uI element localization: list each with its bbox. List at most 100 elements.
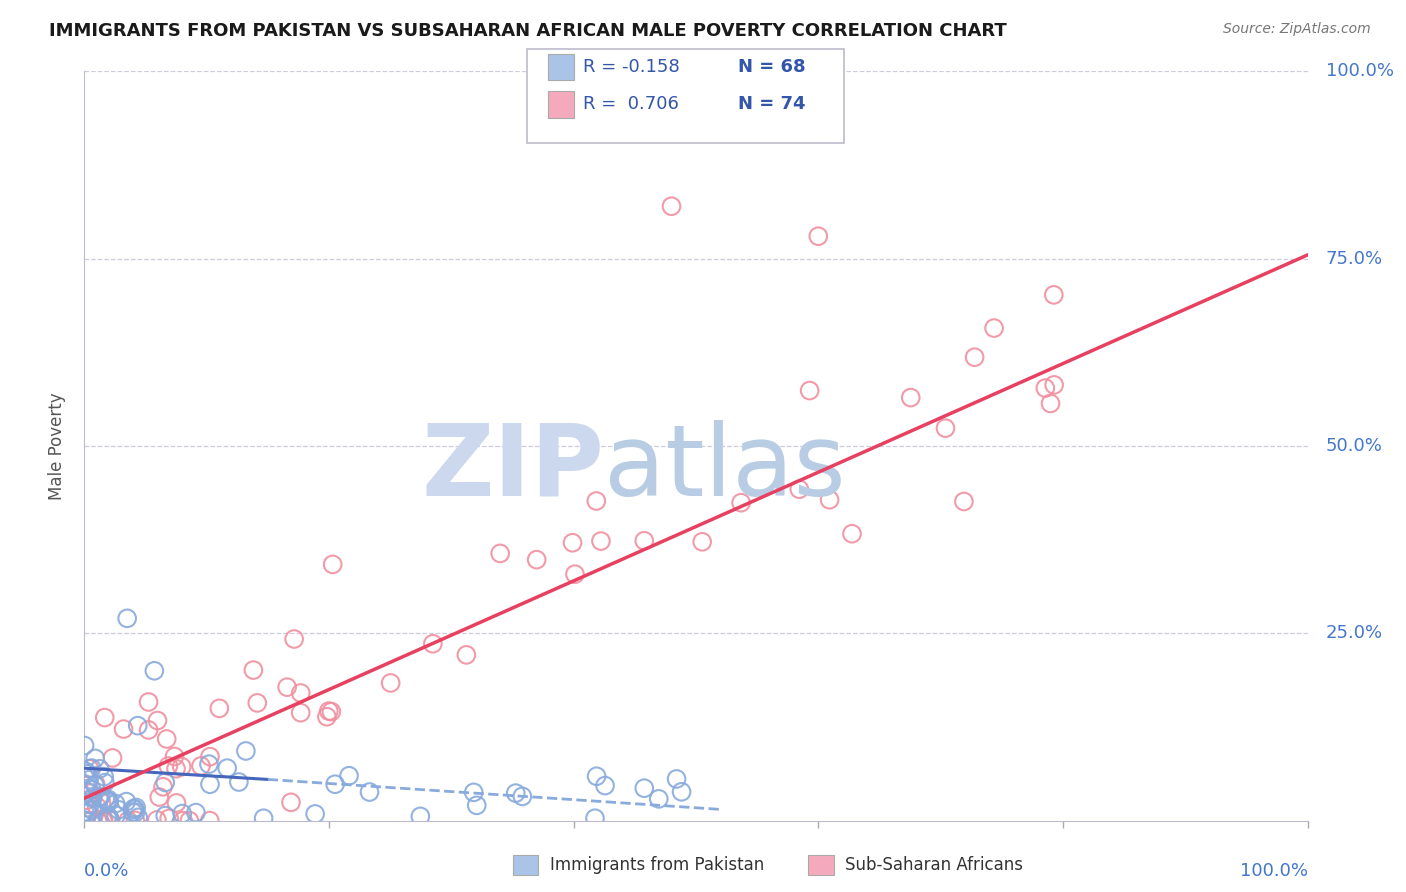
Point [315, 710, 337, 724]
Point [76, 767, 98, 781]
Text: IMMIGRANTS FROM PAKISTAN VS SUBSAHARAN AFRICAN MALE POVERTY CORRELATION CHART: IMMIGRANTS FROM PAKISTAN VS SUBSAHARAN A… [49, 22, 1007, 40]
Point [166, 796, 188, 810]
Point [163, 749, 186, 764]
Point [86, 799, 108, 814]
Point [93, 814, 115, 828]
Point [290, 706, 312, 720]
Point [593, 779, 616, 793]
Point [585, 769, 607, 783]
Point [665, 772, 688, 786]
Point [463, 785, 485, 799]
Point [76, 800, 98, 814]
Point [953, 494, 976, 508]
Point [75, 764, 97, 779]
Point [77, 772, 100, 787]
Point [283, 632, 305, 646]
Point [73, 805, 96, 819]
Point [561, 535, 583, 549]
Point [380, 676, 402, 690]
Point [79, 797, 101, 812]
Point [208, 701, 231, 715]
Point [73, 739, 96, 753]
Point [818, 492, 841, 507]
Point [322, 558, 344, 572]
Point [93, 770, 115, 784]
Point [422, 637, 444, 651]
Point [648, 792, 671, 806]
Point [184, 805, 207, 820]
Point [115, 795, 138, 809]
Point [87, 789, 110, 804]
Point [198, 814, 221, 828]
Point [841, 526, 863, 541]
Point [252, 811, 274, 825]
Point [179, 814, 201, 828]
Text: 25.0%: 25.0% [1326, 624, 1384, 642]
Text: R =  0.706: R = 0.706 [583, 95, 679, 113]
Point [489, 546, 512, 560]
Point [98, 812, 121, 826]
Point [172, 806, 194, 821]
Point [155, 775, 177, 789]
Point [172, 814, 194, 828]
Text: 100.0%: 100.0% [1240, 862, 1308, 880]
Point [1039, 396, 1062, 410]
Point [633, 533, 655, 548]
Point [97, 792, 120, 806]
Point [80, 814, 103, 828]
Point [246, 696, 269, 710]
Point [86, 814, 108, 828]
Point [730, 496, 752, 510]
Point [290, 686, 312, 700]
Point [76, 785, 98, 799]
Point [107, 803, 129, 817]
Point [1043, 377, 1066, 392]
Point [125, 805, 148, 820]
Point [75, 813, 97, 827]
Text: Immigrants from Pakistan: Immigrants from Pakistan [550, 856, 763, 874]
Point [94, 775, 117, 789]
Point [157, 811, 180, 825]
Point [585, 494, 607, 508]
Point [122, 801, 145, 815]
Point [84, 779, 107, 793]
Point [242, 663, 264, 677]
Point [84, 777, 107, 791]
Point [934, 421, 956, 435]
Text: ZIP: ZIP [422, 420, 605, 517]
Point [143, 664, 166, 678]
Point [217, 761, 239, 775]
Point [148, 790, 170, 805]
Point [1033, 381, 1056, 395]
Point [900, 391, 922, 405]
Point [276, 680, 298, 694]
Point [75, 778, 97, 792]
Point [125, 800, 148, 814]
Point [165, 762, 187, 776]
Point [589, 534, 612, 549]
Point [80, 761, 103, 775]
Point [80, 782, 103, 797]
Point [98, 795, 121, 809]
Point [228, 775, 250, 789]
Point [97, 810, 120, 824]
Point [101, 751, 124, 765]
Point [1043, 288, 1066, 302]
Point [100, 814, 122, 828]
Text: 75.0%: 75.0% [1326, 250, 1384, 268]
Point [117, 814, 139, 828]
Point [526, 552, 548, 566]
Point [583, 811, 606, 825]
Text: Source: ZipAtlas.com: Source: ZipAtlas.com [1223, 22, 1371, 37]
Point [138, 695, 160, 709]
Point [80, 786, 103, 800]
Point [198, 777, 221, 791]
Point [127, 719, 149, 733]
Point [124, 802, 146, 816]
Text: N = 68: N = 68 [738, 58, 806, 76]
Point [198, 749, 221, 764]
Point [84, 751, 107, 765]
Point [124, 814, 146, 828]
Point [633, 781, 655, 796]
Point [337, 769, 360, 783]
